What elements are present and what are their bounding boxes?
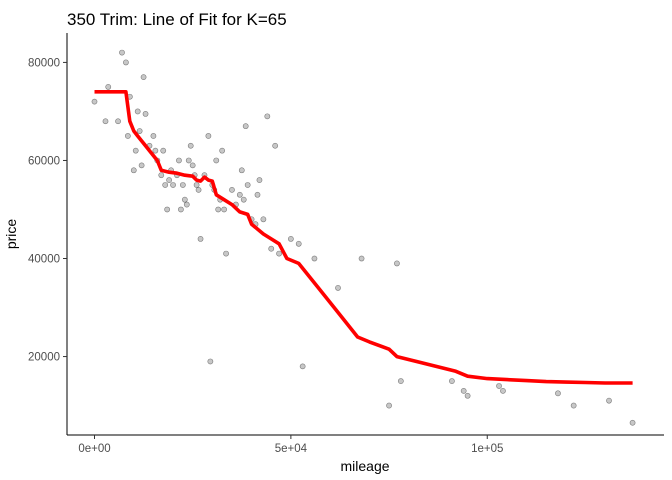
data-point — [240, 196, 247, 203]
data-point — [176, 157, 182, 164]
data-point — [150, 133, 157, 139]
data-point — [299, 363, 306, 370]
data-point — [500, 387, 506, 394]
data-point — [386, 402, 392, 409]
data-point — [160, 147, 167, 154]
data-point — [287, 236, 294, 242]
y-tick-label: 20000 — [28, 352, 60, 364]
data-point — [189, 162, 196, 169]
x-tick-label: 0e+00 — [78, 443, 110, 455]
data-point — [629, 419, 636, 426]
data-point — [193, 182, 200, 188]
data-point — [205, 133, 212, 139]
data-point — [115, 118, 121, 125]
data-point — [142, 110, 149, 117]
data-point — [606, 397, 612, 404]
data-point — [181, 196, 188, 203]
data-point — [136, 128, 143, 134]
data-point — [496, 383, 502, 389]
x-tick-label: 5e+04 — [275, 443, 308, 455]
data-point — [464, 392, 471, 399]
chart-title: 350 Trim: Line of Fit for K=65 — [67, 10, 287, 29]
y-axis-title: price — [3, 219, 19, 250]
data-point — [264, 113, 271, 120]
data-point — [162, 182, 169, 188]
y-tick-label: 80000 — [28, 57, 60, 69]
y-tick-label: 60000 — [28, 155, 60, 167]
data-point — [460, 387, 467, 394]
data-point — [223, 250, 229, 257]
data-point — [102, 118, 109, 125]
data-point — [242, 123, 249, 130]
data-point — [195, 186, 202, 193]
data-point — [276, 250, 282, 257]
data-point — [213, 157, 220, 164]
data-point — [140, 74, 147, 81]
data-point — [256, 177, 263, 183]
data-point — [215, 206, 222, 213]
data-point — [164, 206, 171, 213]
data-point — [272, 142, 279, 149]
data-point — [207, 358, 214, 365]
data-point — [260, 216, 267, 223]
data-point — [134, 108, 141, 115]
data-point — [244, 182, 251, 188]
y-tick-label: 40000 — [28, 254, 60, 266]
data-point — [170, 182, 176, 188]
data-point — [124, 133, 131, 139]
data-point — [185, 157, 192, 164]
data-point — [158, 172, 165, 179]
data-point — [105, 84, 112, 90]
data-point — [311, 255, 318, 262]
data-point — [152, 147, 159, 154]
data-point — [268, 245, 275, 252]
data-point — [570, 402, 577, 409]
scatter-points — [91, 49, 636, 426]
data-point — [335, 285, 341, 291]
data-point — [91, 98, 98, 105]
data-point — [183, 201, 190, 208]
axis-ticks: 0e+00 5e+04 1e+05 20000 40000 60000 80000 — [28, 57, 503, 455]
data-point — [221, 206, 228, 213]
data-point — [187, 142, 194, 149]
data-point — [130, 167, 137, 174]
data-point — [555, 390, 561, 397]
data-point — [229, 186, 235, 193]
fit-line-group — [94, 90, 633, 385]
data-point — [254, 191, 261, 198]
data-point — [219, 147, 226, 154]
data-point — [238, 167, 245, 174]
data-point — [132, 147, 139, 154]
data-point — [295, 240, 302, 247]
data-point — [236, 191, 243, 198]
data-point — [119, 49, 125, 56]
data-point — [358, 255, 365, 262]
x-axis-title: mileage — [340, 458, 389, 474]
data-point — [197, 236, 204, 242]
data-point — [123, 59, 129, 66]
data-point — [166, 177, 173, 183]
data-point — [449, 378, 455, 384]
data-point — [394, 260, 400, 267]
data-point — [138, 162, 145, 169]
data-point — [179, 182, 186, 188]
data-point — [397, 378, 404, 384]
x-tick-label: 1e+05 — [471, 443, 503, 455]
fit-line — [94, 90, 633, 385]
data-point — [178, 206, 184, 213]
